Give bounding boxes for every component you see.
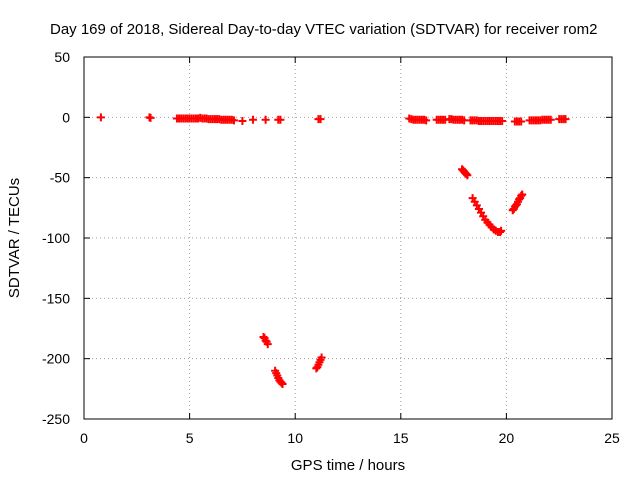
data-point [248, 115, 257, 124]
x-tick-label: 0 [80, 430, 88, 446]
x-tick-label: 5 [186, 430, 194, 446]
data-points [96, 113, 570, 389]
data-point [96, 113, 105, 122]
data-point [462, 170, 471, 179]
x-tick-label: 25 [604, 430, 620, 446]
x-tick-label: 15 [393, 430, 409, 446]
y-tick-label: -200 [42, 351, 70, 367]
data-point [422, 116, 431, 125]
x-axis-label: GPS time / hours [291, 457, 405, 474]
data-point [317, 353, 326, 362]
data-point [517, 191, 526, 200]
data-point [463, 171, 472, 180]
data-point [276, 115, 285, 124]
data-point [561, 115, 570, 124]
chart-title: Day 169 of 2018, Sidereal Day-to-day VTE… [50, 21, 597, 38]
data-point [238, 116, 247, 125]
y-tick-label: -100 [42, 230, 70, 246]
data-point [497, 226, 506, 235]
x-tick-label: 10 [287, 430, 303, 446]
y-tick-label: -150 [42, 290, 70, 306]
data-point [261, 115, 270, 124]
data-point [146, 113, 155, 122]
data-point [229, 116, 238, 125]
data-point [518, 190, 527, 199]
data-point [316, 115, 325, 124]
y-tick-label: 0 [62, 109, 70, 125]
data-point [278, 380, 287, 389]
y-tick-label: -50 [50, 170, 70, 186]
data-point [546, 115, 555, 124]
x-tick-label: 20 [499, 430, 515, 446]
data-point [277, 378, 286, 387]
data-point [263, 340, 272, 349]
data-point [498, 116, 507, 125]
axis-ticks: 0 5 10 15 20 25 50 0 -50 -100 -150 -200 -250 [42, 49, 620, 446]
y-tick-label: 50 [54, 49, 70, 65]
y-tick-label: -250 [42, 411, 70, 427]
grid-lines [84, 57, 612, 419]
data-point [496, 227, 505, 236]
data-point [517, 117, 526, 126]
y-axis-label: SDTVAR / TECUs [6, 178, 23, 298]
